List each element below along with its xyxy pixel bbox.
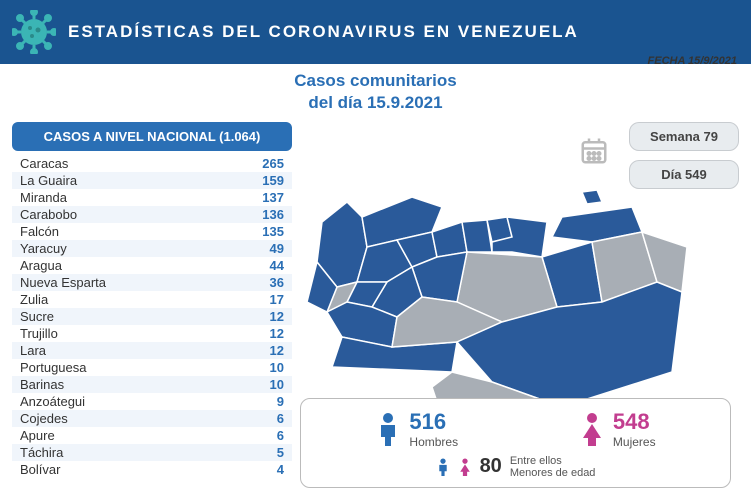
- state-value: 12: [244, 343, 284, 358]
- state-name: Trujillo: [20, 326, 58, 341]
- legend-women: 548 Mujeres: [579, 409, 656, 449]
- table-row: Apure 6: [12, 427, 292, 444]
- header-bar: ESTADÍSTICAS DEL CORONAVIRUS EN VENEZUEL…: [0, 0, 751, 64]
- subtitle: Casos comunitarios del día 15.9.2021: [0, 70, 751, 114]
- table-row: Bolívar 4: [12, 461, 292, 478]
- man-icon: [375, 412, 401, 446]
- table-row: Táchira 5: [12, 444, 292, 461]
- state-name: Miranda: [20, 190, 67, 205]
- table-row: Zulia 17: [12, 291, 292, 308]
- state-name: Zulia: [20, 292, 48, 307]
- state-value: 6: [244, 411, 284, 426]
- state-value: 10: [244, 377, 284, 392]
- state-table: Caracas265La Guaira159Miranda137Carabobo…: [12, 155, 292, 478]
- state-name: Nueva Esparta: [20, 275, 106, 290]
- state-name: Apure: [20, 428, 55, 443]
- state-value: 36: [244, 275, 284, 290]
- state-name: Falcón: [20, 224, 59, 239]
- state-value: 10: [244, 360, 284, 375]
- date-label: FECHA 15/9/2021: [648, 55, 737, 67]
- state-name: Aragua: [20, 258, 62, 273]
- table-row: La Guaira 159: [12, 172, 292, 189]
- table-row: Carabobo 136: [12, 206, 292, 223]
- state-value: 44: [244, 258, 284, 273]
- table-row: Aragua 44: [12, 257, 292, 274]
- state-name: Barinas: [20, 377, 64, 392]
- table-row: Barinas 10: [12, 376, 292, 393]
- state-value: 12: [244, 309, 284, 324]
- table-row: Cojedes 6: [12, 410, 292, 427]
- subtitle-line2: del día 15.9.2021: [0, 92, 751, 114]
- legend-men: 516 Hombres: [375, 409, 458, 449]
- state-value: 9: [244, 394, 284, 409]
- state-name: Portuguesa: [20, 360, 87, 375]
- state-name: Yaracuy: [20, 241, 67, 256]
- men-label: Hombres: [409, 435, 458, 449]
- state-name: Anzoátegui: [20, 394, 85, 409]
- states-panel: CASOS A NIVEL NACIONAL (1.064) Caracas 26…: [12, 122, 292, 478]
- table-row: Lara 12: [12, 342, 292, 359]
- state-value: 135: [244, 224, 284, 239]
- state-value: 6: [244, 428, 284, 443]
- table-row: Miranda 137: [12, 189, 292, 206]
- minors-label: Menores de edad: [510, 467, 596, 479]
- state-name: La Guaira: [20, 173, 77, 188]
- women-label: Mujeres: [613, 435, 656, 449]
- state-name: Lara: [20, 343, 46, 358]
- minor-man-icon: [436, 458, 450, 476]
- virus-icon: [12, 10, 56, 54]
- woman-icon: [579, 412, 605, 446]
- state-name: Cojedes: [20, 411, 68, 426]
- state-value: 12: [244, 326, 284, 341]
- table-row: Portuguesa 10: [12, 359, 292, 376]
- table-row: Yaracuy 49: [12, 240, 292, 257]
- table-row: Sucre 12: [12, 308, 292, 325]
- table-row: Falcón 135: [12, 223, 292, 240]
- venezuela-map: [302, 162, 702, 422]
- state-value: 4: [244, 462, 284, 477]
- state-value: 5: [244, 445, 284, 460]
- minor-woman-icon: [458, 458, 472, 476]
- state-value: 17: [244, 292, 284, 307]
- table-row: Caracas 265: [12, 155, 292, 172]
- table-header: CASOS A NIVEL NACIONAL (1.064): [12, 122, 292, 151]
- legend-minors: 80 Entre ellos Menores de edad: [315, 455, 716, 479]
- state-value: 49: [244, 241, 284, 256]
- table-row: Trujillo 12: [12, 325, 292, 342]
- subtitle-line1: Casos comunitarios: [0, 70, 751, 92]
- state-value: 137: [244, 190, 284, 205]
- state-name: Táchira: [20, 445, 63, 460]
- week-pill: Semana 79: [629, 122, 739, 151]
- table-row: Anzoátegui 9: [12, 393, 292, 410]
- women-count: 548: [613, 409, 656, 435]
- state-value: 136: [244, 207, 284, 222]
- state-value: 265: [244, 156, 284, 171]
- minors-prefix: Entre ellos: [510, 455, 596, 467]
- state-name: Sucre: [20, 309, 54, 324]
- state-value: 159: [244, 173, 284, 188]
- gender-legend: 516 Hombres 548 Mujeres 80 Entre ellos M…: [300, 398, 731, 488]
- header-title: ESTADÍSTICAS DEL CORONAVIRUS EN VENEZUEL…: [68, 22, 579, 42]
- minors-count: 80: [480, 455, 502, 478]
- state-name: Carabobo: [20, 207, 77, 222]
- state-name: Bolívar: [20, 462, 60, 477]
- men-count: 516: [409, 409, 458, 435]
- state-name: Caracas: [20, 156, 68, 171]
- table-row: Nueva Esparta 36: [12, 274, 292, 291]
